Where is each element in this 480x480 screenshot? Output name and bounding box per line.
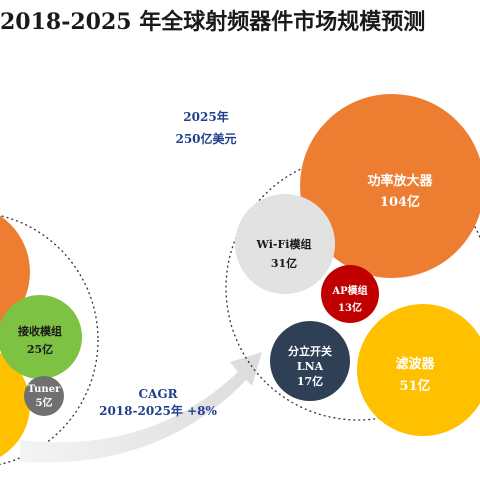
tuner-label: Tuner — [28, 384, 61, 395]
cluster-2018-outline — [0, 214, 99, 466]
tuner-value: 5亿 — [36, 396, 53, 409]
ap-module-value: 13亿 — [338, 301, 362, 314]
bubble-wifi-module — [235, 194, 335, 294]
wifi-module-label: Wi-Fi模组 — [256, 237, 312, 251]
bubble-filter — [357, 304, 480, 436]
bubble-switch-lna — [270, 321, 350, 401]
ap-module-label: AP模组 — [331, 284, 367, 297]
cagr-label: CAGR — [138, 387, 178, 401]
bubble-receive-module — [0, 295, 82, 379]
year-2025-label: 2025年 — [183, 109, 228, 124]
receive-module-value: 25亿 — [27, 342, 53, 356]
growth-arrow — [20, 352, 262, 463]
power-amplifier-label: 功率放大器 — [367, 173, 433, 189]
year-2025-total: 250亿美元 — [175, 131, 236, 146]
filter-label: 滤波器 — [395, 356, 435, 372]
bubble-2018-yellow — [0, 353, 30, 457]
switch-lna-label: 分立开关 — [288, 344, 332, 358]
bubble-tuner — [24, 376, 64, 416]
wifi-module-value: 31亿 — [271, 256, 297, 270]
filter-value: 51亿 — [399, 378, 430, 394]
bubble-ap-module — [321, 265, 379, 323]
power-amplifier-value: 104亿 — [380, 194, 420, 210]
cagr-value: 2018-2025年 +8% — [99, 403, 217, 418]
switch-lna-value: 17亿 — [297, 374, 323, 388]
switch-lna-label2: LNA — [297, 360, 324, 373]
chart-title: 2018-2025 年全球射频器件市场规模预测 — [0, 9, 426, 35]
receive-module-label: 接收模组 — [18, 324, 62, 338]
bubble-power-amplifier — [300, 94, 480, 278]
